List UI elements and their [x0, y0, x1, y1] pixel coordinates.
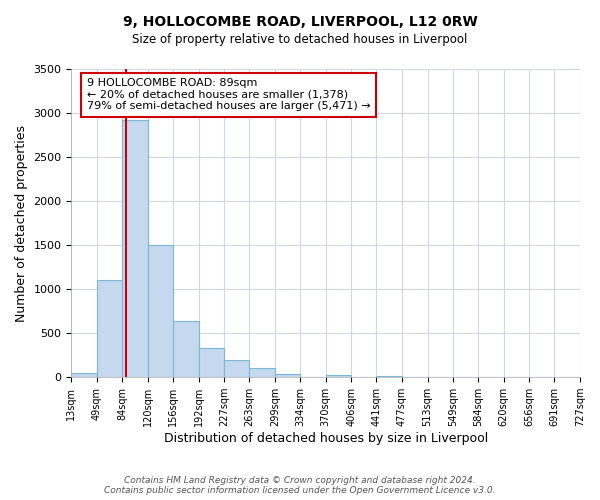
Text: Contains HM Land Registry data © Crown copyright and database right 2024.
Contai: Contains HM Land Registry data © Crown c…: [104, 476, 496, 495]
Bar: [122, 120, 148, 377]
Bar: [148, 245, 173, 377]
Bar: [173, 321, 199, 377]
Bar: [97, 280, 122, 377]
Text: Size of property relative to detached houses in Liverpool: Size of property relative to detached ho…: [133, 32, 467, 46]
Bar: [326, 375, 352, 377]
Bar: [224, 360, 250, 377]
Bar: [376, 376, 402, 377]
Bar: [199, 348, 224, 377]
Text: 9, HOLLOCOMBE ROAD, LIVERPOOL, L12 0RW: 9, HOLLOCOMBE ROAD, LIVERPOOL, L12 0RW: [122, 15, 478, 29]
Text: 9 HOLLOCOMBE ROAD: 89sqm
← 20% of detached houses are smaller (1,378)
79% of sem: 9 HOLLOCOMBE ROAD: 89sqm ← 20% of detach…: [86, 78, 370, 112]
Bar: [275, 374, 300, 377]
Bar: [250, 368, 275, 377]
Y-axis label: Number of detached properties: Number of detached properties: [15, 124, 28, 322]
Bar: [71, 373, 97, 377]
X-axis label: Distribution of detached houses by size in Liverpool: Distribution of detached houses by size …: [164, 432, 488, 445]
